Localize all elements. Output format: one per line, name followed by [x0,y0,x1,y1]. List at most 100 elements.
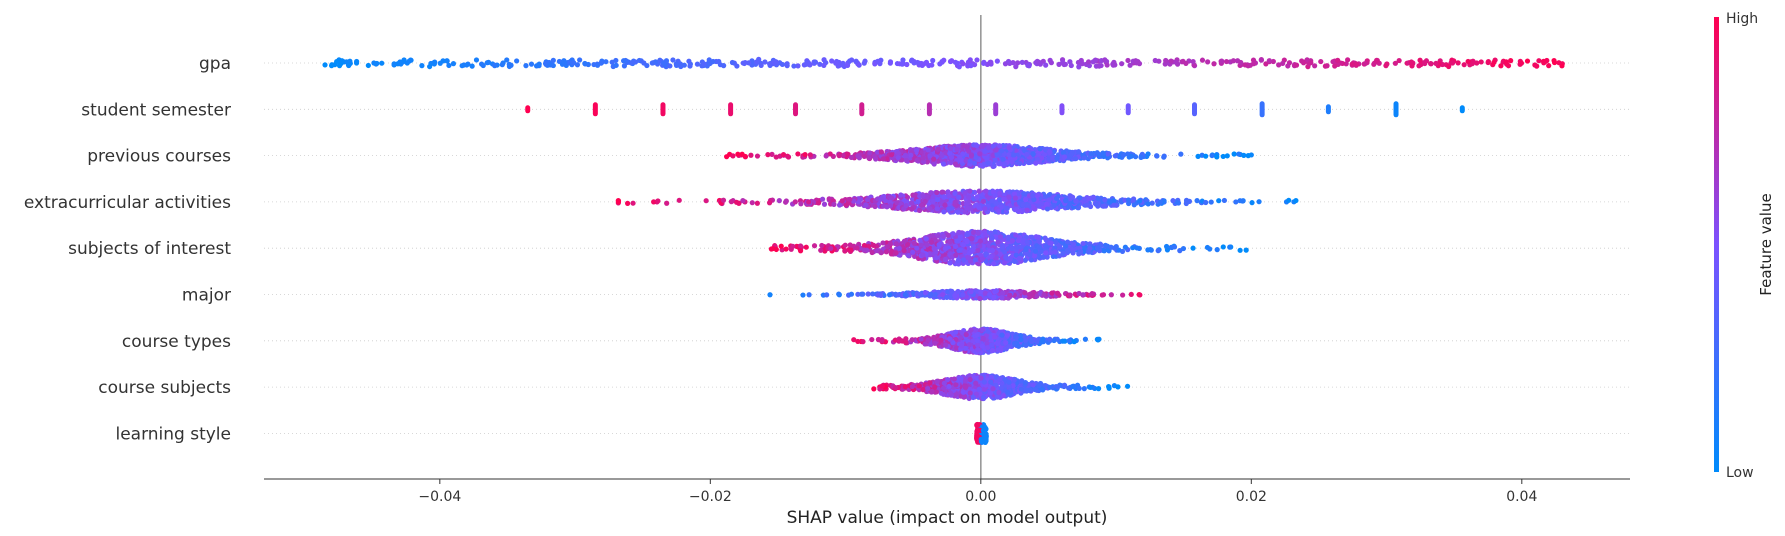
data-point [793,102,799,117]
data-point [1190,245,1196,251]
data-point [1054,290,1061,296]
data-point [625,200,631,206]
data-point [1022,196,1029,203]
data-point [1130,245,1136,251]
data-point [1001,192,1007,198]
data-point [991,261,997,267]
data-point [1508,58,1514,64]
data-point [1087,245,1093,252]
data-point [901,238,908,244]
data-point [867,150,873,156]
data-point [931,161,937,167]
data-point [848,291,855,297]
data-point [801,62,807,68]
data-point [506,61,512,67]
data-point [1011,258,1018,264]
data-point [1280,60,1286,67]
data-point [932,291,938,298]
data-point [776,198,782,204]
data-point [989,235,995,241]
data-point [1251,61,1257,67]
data-point [993,288,1000,294]
data-point [1090,194,1097,201]
data-point [1016,255,1023,261]
data-point [974,338,980,344]
data-point [812,59,818,65]
data-point [802,151,808,158]
data-point [464,62,470,68]
data-point [918,336,924,342]
data-point [373,61,379,67]
data-point [806,292,812,298]
data-point [504,57,510,63]
data-point [995,341,1001,347]
data-point [982,232,989,238]
data-point [1238,59,1244,66]
data-point [1551,57,1557,64]
data-point [450,61,457,67]
data-point [1022,257,1028,263]
data-point [996,208,1002,214]
data-point [1025,62,1031,69]
data-point [985,328,991,335]
data-point [992,157,998,163]
data-point [1236,151,1242,157]
data-point [964,232,970,238]
data-point [948,160,954,166]
data-point [365,62,371,69]
data-point [1120,152,1127,158]
data-point [783,198,789,204]
data-point [903,340,909,346]
data-point [973,142,980,149]
data-point [735,151,741,157]
data-point [431,60,437,66]
data-point [869,336,875,343]
data-point [1004,205,1010,211]
data-point [1362,61,1368,67]
data-point [853,58,859,64]
data-point [354,58,360,65]
data-point [952,161,959,167]
data-point [1053,239,1059,245]
data-point [887,60,893,66]
data-point [701,61,707,67]
data-point [1034,339,1040,345]
data-point [826,196,832,202]
data-point [1079,61,1085,67]
data-point [1094,245,1100,251]
data-point [955,209,961,215]
data-point [946,206,952,212]
data-point [1205,59,1211,65]
data-point [728,102,734,117]
data-point [964,205,970,211]
data-point [1154,153,1160,159]
data-point [856,155,862,161]
data-point [1469,61,1475,67]
data-point [895,292,901,298]
data-point [1219,58,1225,64]
data-point [1125,57,1131,64]
data-point [749,200,755,206]
data-point [550,57,556,63]
data-point [1044,206,1051,212]
data-point [952,190,958,197]
data-point [1096,153,1102,160]
data-point [939,152,945,159]
data-point [766,61,773,67]
data-point [1035,234,1042,241]
data-point [1054,156,1060,162]
data-point [1102,242,1109,248]
data-point [944,294,950,300]
data-point [1107,199,1113,205]
data-point [930,233,936,239]
data-point [924,242,930,248]
data-point [905,252,912,259]
data-point [1461,62,1467,68]
data-point [931,246,937,252]
data-point [1128,153,1134,159]
data-point [783,246,789,252]
data-point [964,239,970,245]
data-point [968,235,975,242]
data-point [1030,193,1036,199]
data-point [1080,240,1086,247]
